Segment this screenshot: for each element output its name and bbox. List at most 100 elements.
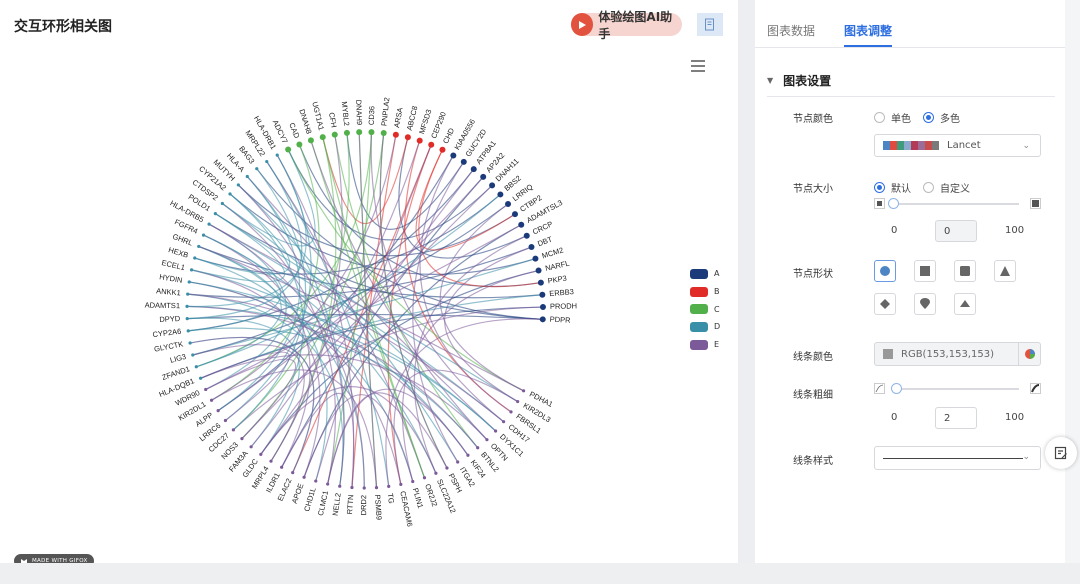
chord-node[interactable] bbox=[387, 484, 391, 489]
chord-node[interactable] bbox=[199, 376, 203, 380]
chord-node[interactable] bbox=[201, 233, 206, 237]
ai-assistant-button[interactable]: 体验绘图AI助手 bbox=[571, 10, 682, 41]
chord-node[interactable] bbox=[374, 486, 379, 490]
shape-diamond-option[interactable] bbox=[874, 293, 896, 315]
chord-node[interactable] bbox=[537, 279, 544, 286]
chord-node[interactable] bbox=[314, 479, 318, 483]
chord-node[interactable] bbox=[265, 159, 269, 164]
chord-node[interactable] bbox=[404, 134, 411, 141]
chord-node[interactable] bbox=[362, 486, 366, 490]
width-max-icon[interactable] bbox=[1030, 383, 1041, 394]
chord-node[interactable] bbox=[485, 438, 489, 442]
chord-node[interactable] bbox=[275, 153, 279, 157]
legend-item[interactable]: C bbox=[690, 300, 720, 318]
node-color-single-radio[interactable]: 单色 bbox=[874, 110, 911, 125]
chord-node[interactable] bbox=[213, 212, 217, 216]
chord-node[interactable] bbox=[476, 446, 480, 450]
chord-node[interactable] bbox=[466, 453, 470, 457]
chord-node[interactable] bbox=[338, 484, 342, 488]
shape-square-option[interactable] bbox=[914, 260, 936, 282]
node-size-default-radio[interactable]: 默认 bbox=[874, 180, 911, 195]
chord-node[interactable] bbox=[456, 460, 460, 464]
chord-node[interactable] bbox=[186, 329, 190, 333]
chord-node[interactable] bbox=[302, 475, 306, 479]
chord-node[interactable] bbox=[509, 410, 513, 414]
chord-node[interactable] bbox=[416, 137, 423, 144]
shape-circle-option[interactable] bbox=[874, 260, 896, 282]
chord-node[interactable] bbox=[521, 389, 526, 393]
chord-node[interactable] bbox=[240, 437, 244, 441]
chord-node[interactable] bbox=[204, 387, 208, 392]
legend-item[interactable]: D bbox=[690, 318, 720, 336]
chord-node[interactable] bbox=[280, 465, 284, 469]
node-size-input[interactable]: 0 bbox=[935, 220, 977, 242]
chord-node[interactable] bbox=[307, 137, 314, 144]
legend-item[interactable]: E bbox=[690, 336, 720, 354]
tab-chart-adjust[interactable]: 图表调整 bbox=[844, 24, 893, 38]
chord-node[interactable] bbox=[189, 268, 194, 272]
chord-node[interactable] bbox=[502, 420, 506, 424]
size-max-icon[interactable] bbox=[1030, 198, 1041, 209]
chord-node[interactable] bbox=[511, 211, 518, 218]
chord-node[interactable] bbox=[326, 482, 330, 486]
tab-chart-data[interactable]: 图表数据 bbox=[767, 24, 816, 38]
chord-node[interactable] bbox=[191, 353, 195, 357]
chord-node[interactable] bbox=[236, 183, 240, 187]
hamburger-menu-icon[interactable] bbox=[690, 58, 706, 72]
line-color-field[interactable]: RGB(153,153,153) bbox=[874, 342, 1041, 366]
chord-node[interactable] bbox=[434, 471, 438, 475]
chord-node[interactable] bbox=[470, 166, 477, 173]
chord-node[interactable] bbox=[343, 129, 350, 136]
chord-node[interactable] bbox=[518, 221, 525, 228]
chord-node[interactable] bbox=[185, 317, 189, 321]
chord-node[interactable] bbox=[207, 222, 211, 226]
chord-node[interactable] bbox=[523, 232, 530, 239]
chord-node[interactable] bbox=[445, 466, 449, 470]
shape-rounded-square-option[interactable] bbox=[954, 260, 976, 282]
feedback-edit-icon[interactable] bbox=[1045, 437, 1077, 469]
chord-node[interactable] bbox=[539, 291, 546, 298]
chord-node[interactable] bbox=[291, 471, 295, 475]
chord-node[interactable] bbox=[356, 129, 363, 136]
line-width-input[interactable]: 2 bbox=[935, 407, 977, 429]
size-min-icon[interactable] bbox=[874, 198, 885, 209]
shape-triangle-option[interactable] bbox=[994, 260, 1016, 282]
chord-node[interactable] bbox=[231, 428, 235, 432]
node-size-custom-radio[interactable]: 自定义 bbox=[923, 180, 970, 195]
chord-node[interactable] bbox=[428, 141, 435, 148]
chord-node[interactable] bbox=[399, 482, 403, 486]
line-style-select[interactable]: ⌄ bbox=[874, 446, 1041, 470]
chord-node[interactable] bbox=[296, 141, 303, 148]
chord-node[interactable] bbox=[220, 201, 224, 206]
chord-node[interactable] bbox=[380, 129, 387, 136]
chord-node[interactable] bbox=[285, 146, 292, 153]
chord-node[interactable] bbox=[368, 129, 375, 136]
chord-node[interactable] bbox=[539, 304, 546, 311]
chord-node[interactable] bbox=[350, 485, 354, 490]
chord-node[interactable] bbox=[532, 255, 539, 262]
chord-node[interactable] bbox=[411, 479, 415, 484]
chord-node[interactable] bbox=[535, 267, 542, 274]
chord-node[interactable] bbox=[489, 182, 496, 189]
chord-node[interactable] bbox=[528, 244, 535, 251]
chord-node[interactable] bbox=[216, 408, 220, 413]
node-color-multi-radio[interactable]: 多色 bbox=[923, 110, 960, 125]
chord-node[interactable] bbox=[505, 201, 512, 208]
chord-node[interactable] bbox=[188, 341, 192, 345]
chord-node[interactable] bbox=[185, 304, 189, 308]
chord-node[interactable] bbox=[186, 292, 190, 296]
chord-node[interactable] bbox=[269, 459, 273, 463]
line-width-slider-handle[interactable] bbox=[891, 383, 902, 394]
palette-select[interactable]: Lancet ⌄ bbox=[874, 134, 1041, 157]
chord-node[interactable] bbox=[392, 131, 399, 138]
node-size-slider-handle[interactable] bbox=[888, 198, 899, 209]
chord-node[interactable] bbox=[249, 445, 253, 449]
chord-node[interactable] bbox=[197, 244, 201, 249]
chord-node[interactable] bbox=[259, 452, 263, 456]
chord-node[interactable] bbox=[255, 167, 259, 171]
legend-item[interactable]: A bbox=[690, 265, 720, 283]
chord-node[interactable] bbox=[497, 191, 504, 198]
chord-node[interactable] bbox=[194, 365, 198, 369]
chord-node[interactable] bbox=[516, 399, 520, 404]
chord-node[interactable] bbox=[493, 429, 498, 433]
